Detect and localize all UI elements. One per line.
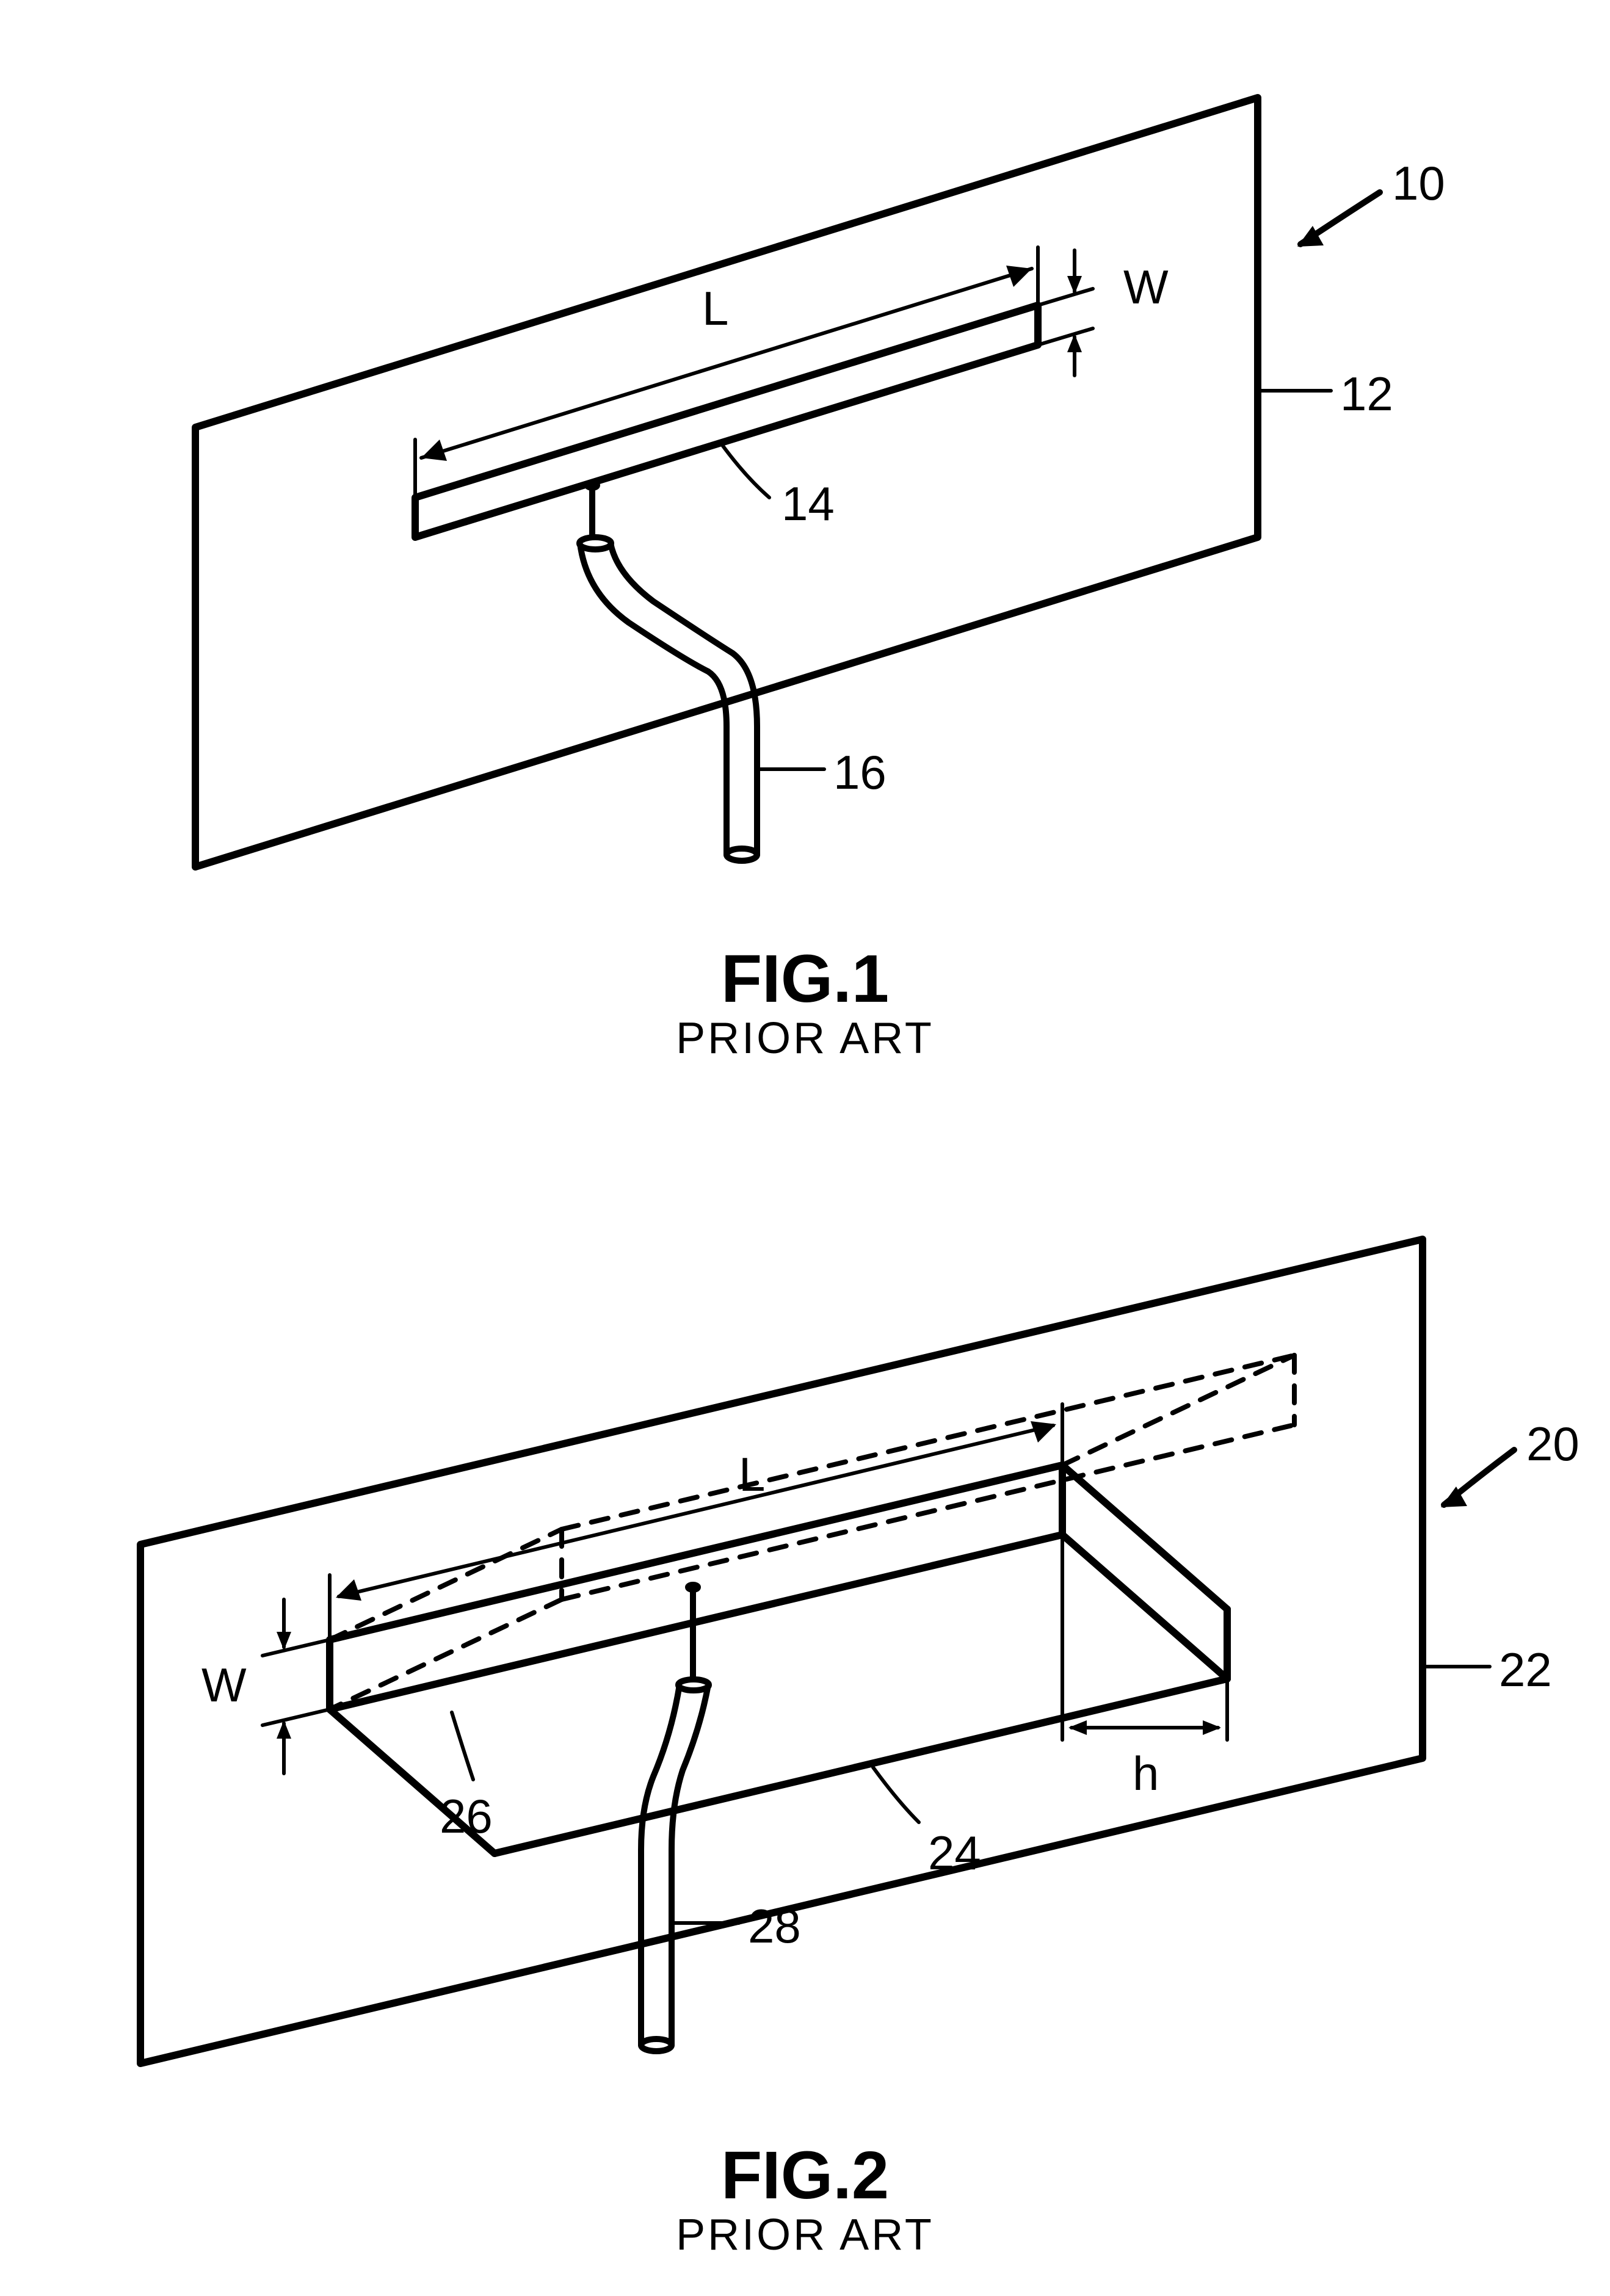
fig2-label-28: 28	[748, 1899, 801, 1954]
fig2-label-20: 20	[1526, 1416, 1579, 1472]
fig2-label-26: 26	[440, 1789, 493, 1844]
fig2-subtitle: PRIOR ART	[0, 2210, 1610, 2260]
fig1-label-12: 12	[1340, 366, 1393, 422]
fig2-label-24: 24	[928, 1825, 981, 1881]
fig1-label-16: 16	[833, 745, 887, 800]
fig1-label-10: 10	[1392, 156, 1445, 211]
fig1-leader-14	[720, 443, 769, 498]
fig2-title: FIG.2	[0, 2137, 1610, 2214]
fig2-leader-26	[452, 1712, 473, 1780]
fig2-feed	[641, 1679, 709, 2051]
fig1-leader-10	[1297, 192, 1380, 247]
fig1-label-L: L	[702, 281, 728, 336]
fig1-dim-W	[1038, 250, 1093, 375]
fig1-slot	[415, 305, 1038, 537]
fig2-leader-20	[1441, 1450, 1514, 1507]
fig2-label-h: h	[1133, 1746, 1159, 1802]
fig1-subtitle: PRIOR ART	[0, 1013, 1610, 1063]
fig1-label-14: 14	[781, 476, 835, 532]
fig2-dim-W	[263, 1599, 330, 1773]
fig2-label-22: 22	[1499, 1642, 1552, 1698]
fig2-cavity-hidden	[330, 1355, 1294, 1709]
fig1-title: FIG.1	[0, 940, 1610, 1018]
fig1-label-W: W	[1123, 259, 1169, 315]
fig2-leader-24	[873, 1767, 919, 1822]
fig2-probe	[688, 1585, 698, 1685]
fig2-label-W: W	[201, 1657, 247, 1713]
fig2-label-L: L	[739, 1447, 765, 1502]
